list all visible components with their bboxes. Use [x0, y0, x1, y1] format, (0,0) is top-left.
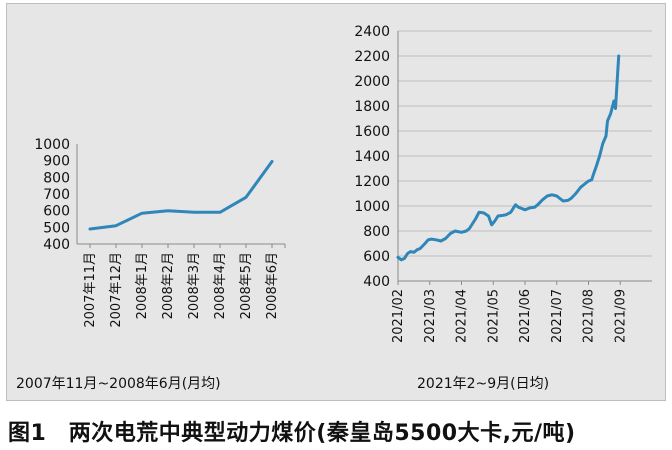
y-tick-label: 900: [43, 154, 70, 170]
x-tick-label: 2021/05: [486, 289, 501, 343]
x-tick-label: 2008年2月: [161, 252, 176, 319]
y-tick-label: 1200: [354, 174, 390, 190]
y-tick-label: 1600: [354, 124, 390, 140]
x-tick-label: 2008年6月: [265, 252, 280, 319]
y-tick-label: 2000: [354, 74, 390, 90]
x-tick-label: 2021/02: [391, 289, 406, 343]
y-tick-label: 1000: [34, 137, 70, 153]
x-tick-label: 2021/09: [613, 289, 628, 343]
y-tick-label: 500: [43, 220, 70, 236]
series-line: [88, 160, 274, 231]
y-tick-label: 800: [43, 170, 70, 186]
x-tick-label: 2021/06: [518, 289, 533, 343]
x-tick-label: 2021/04: [455, 289, 470, 343]
y-tick-label: 400: [43, 237, 70, 253]
y-tick-label: 2200: [354, 49, 390, 65]
series-line: [396, 54, 621, 262]
y-tick-label: 700: [43, 187, 70, 203]
y-tick-label: 600: [363, 249, 390, 265]
figure-caption: 图1 两次电荒中典型动力煤价(秦皇岛5500大卡,元/吨): [8, 421, 576, 446]
y-tick-label: 1400: [354, 149, 390, 165]
y-tick-label: 2400: [354, 24, 390, 40]
x-tick-label: 2008年3月: [187, 252, 202, 319]
figure-panel: [6, 3, 666, 401]
chart-subtitle: 2021年2~9月(日均): [417, 376, 549, 392]
y-tick-label: 800: [363, 224, 390, 240]
x-tick-label: 2007年11月: [83, 252, 98, 328]
y-tick-label: 400: [363, 274, 390, 290]
x-tick-label: 2007年12月: [109, 252, 124, 328]
y-tick-label: 1000: [354, 199, 390, 215]
y-tick-label: 1800: [354, 99, 390, 115]
chart-subtitle: 2007年11月~2008年6月(月均): [16, 376, 221, 392]
x-tick-label: 2008年4月: [213, 252, 228, 319]
x-tick-label: 2021/07: [550, 289, 565, 343]
x-tick-label: 2008年5月: [239, 252, 254, 319]
x-tick-label: 2021/08: [582, 289, 597, 343]
y-tick-label: 600: [43, 204, 70, 220]
x-tick-label: 2021/03: [423, 289, 438, 343]
x-tick-label: 2008年1月: [135, 252, 150, 319]
